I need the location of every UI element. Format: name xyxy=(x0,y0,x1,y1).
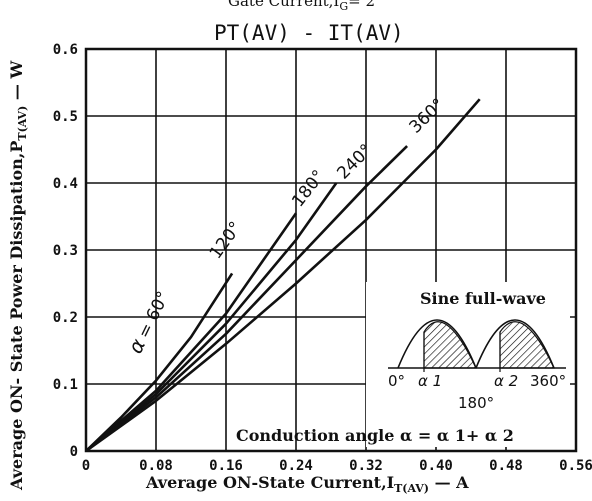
series-line-1 xyxy=(86,213,296,451)
x-tick-label-1: 0.08 xyxy=(139,458,173,474)
x-tick-label-0: 0 xyxy=(82,458,90,474)
y-tick-label-2: 0.2 xyxy=(53,310,78,326)
y-tick-label-4: 0.4 xyxy=(53,176,78,192)
x-tick-labels: 0 0.08 0.16 0.24 0.32 0.40 0.48 0.56 xyxy=(82,458,592,474)
y-tick-label-3: 0.3 xyxy=(53,243,78,259)
inset-label-360: 360° xyxy=(530,372,566,390)
y-axis-label: Average ON- State Power Dissipation,PT(A… xyxy=(7,60,29,491)
x-axis-label: Average ON-State Current,IT(AV) — A xyxy=(145,473,469,495)
top-partial-text: Gate Current,IG= 2 xyxy=(228,0,375,13)
y-tick-label-0: 0 xyxy=(70,444,78,460)
chart-title: PT(AV) - IT(AV) xyxy=(214,21,404,45)
y-tick-labels: 0 0.1 0.2 0.3 0.4 0.5 0.6 xyxy=(53,42,78,460)
curve-label-180: 180° xyxy=(288,166,329,211)
y-tick-label-6: 0.6 xyxy=(53,42,78,58)
inset-label-180: 180° xyxy=(458,394,494,412)
inset-label-0: 0° xyxy=(388,372,405,390)
x-tick-label-4: 0.32 xyxy=(349,458,383,474)
y-tick-label-1: 0.1 xyxy=(53,377,78,393)
curve-label-60: α= 60° xyxy=(123,286,174,357)
inset-label-alpha1: α 1 xyxy=(418,372,442,390)
inset-title: Sine full-wave xyxy=(420,289,546,308)
x-tick-label-6: 0.48 xyxy=(489,458,523,474)
x-tick-label-3: 0.24 xyxy=(279,458,313,474)
inset-conduction-note: Conduction angle α = α 1+ α 2 xyxy=(236,426,514,445)
x-tick-label-5: 0.40 xyxy=(419,458,453,474)
curve-label-120: 120° xyxy=(206,218,246,263)
inset-label-alpha2: α 2 xyxy=(494,372,518,390)
x-tick-label-2: 0.16 xyxy=(209,458,243,474)
y-tick-label-5: 0.5 xyxy=(53,109,78,125)
x-tick-label-7: 0.56 xyxy=(559,458,592,474)
curve-label-240: 240° xyxy=(333,140,376,183)
inset-sine-full-wave: Sine full-wave 0° α 1 α 2 360° 180° Cond… xyxy=(236,282,570,447)
